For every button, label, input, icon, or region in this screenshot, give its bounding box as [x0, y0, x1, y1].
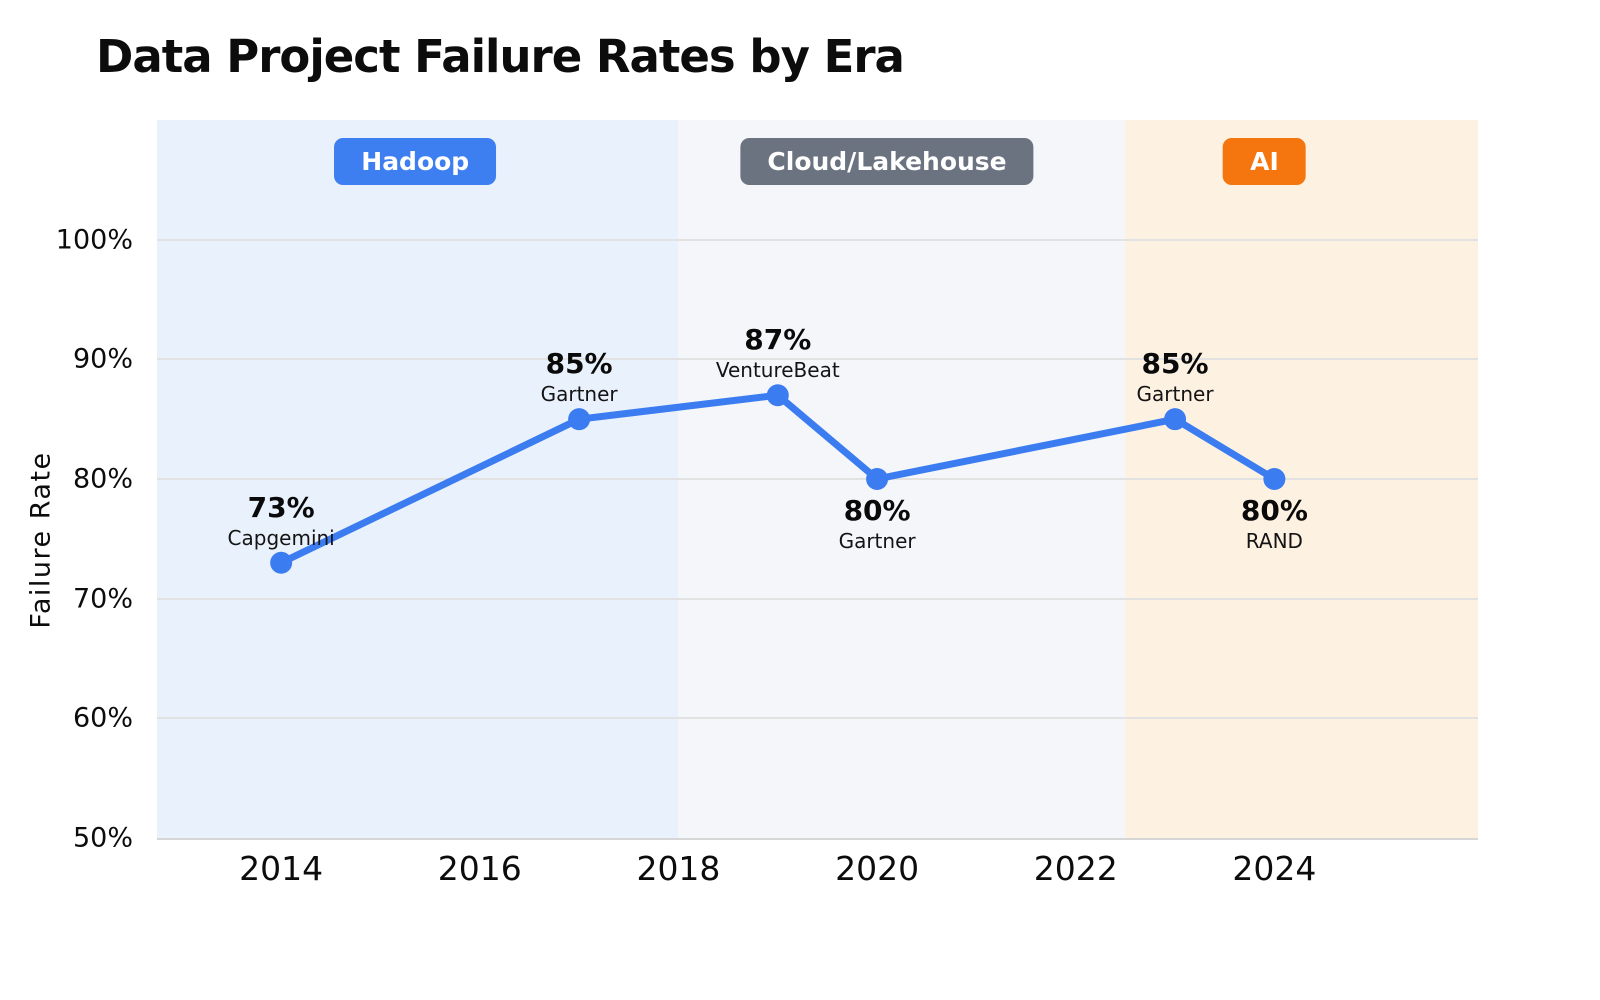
point-annotation-2020: 80% Gartner: [839, 494, 916, 555]
trend-line-svg: [270, 384, 1286, 574]
data-point-2017: [568, 408, 591, 431]
y-tick-label-100: 100%: [55, 224, 133, 256]
point-source-label: Gartner: [540, 382, 618, 407]
x-tick-label-2016: 2016: [437, 849, 522, 888]
point-value-label: 80%: [1240, 494, 1308, 527]
x-tick-label-2020: 2020: [835, 849, 920, 888]
era-badge-hadoop: Hadoop: [334, 138, 497, 185]
y-tick-label-60: 60%: [72, 702, 133, 734]
point-value-label: 85%: [1141, 347, 1209, 381]
data-point-2023: [1164, 408, 1187, 431]
point-value-label: 73%: [247, 490, 315, 524]
gridline-60: [157, 717, 1478, 720]
gridline-80: [157, 478, 1478, 480]
x-tick-label-2022: 2022: [1033, 849, 1118, 888]
point-source-label: VentureBeat: [715, 358, 840, 383]
era-badge-cloud-lakehouse: Cloud/Lakehouse: [740, 138, 1034, 185]
point-source-label: Capgemini: [227, 525, 335, 550]
y-tick-label-90: 90%: [72, 343, 133, 375]
point-value-label: 85%: [545, 347, 613, 381]
plot-area: Hadoop Cloud/Lakehouse AI 73% Capgemini 85% Ga…: [157, 120, 1478, 840]
x-tick-label-2014: 2014: [239, 849, 324, 888]
point-value-label: 87%: [744, 323, 812, 357]
era-badge-ai: AI: [1223, 138, 1306, 185]
y-tick-label-80: 80%: [72, 463, 133, 495]
data-point-2019: [766, 384, 789, 407]
gridline-100: [157, 238, 1478, 241]
data-point-2020: [866, 468, 889, 490]
x-axis-tick-labels: 2014 2016 2018 2020 2022 2024: [157, 849, 1478, 899]
data-point-2024: [1263, 468, 1286, 490]
point-annotation-2017: 85% Gartner: [541, 347, 618, 408]
point-source-label: RAND: [1245, 529, 1303, 553]
point-annotation-2019: 87% VentureBeat: [716, 323, 840, 384]
gridline-70: [157, 597, 1478, 600]
point-source-label: Gartner: [838, 529, 916, 553]
failure-rate-line: [277, 391, 1278, 567]
chart-title: Data Project Failure Rates by Era: [96, 30, 905, 83]
x-tick-label-2018: 2018: [636, 849, 721, 888]
point-value-label: 80%: [843, 494, 911, 527]
gridline-90: [157, 358, 1478, 361]
x-tick-label-2024: 2024: [1232, 849, 1317, 888]
data-point-2014: [270, 551, 293, 574]
y-tick-label-70: 70%: [72, 583, 133, 615]
point-source-label: Gartner: [1136, 382, 1214, 407]
y-tick-label-50: 50%: [72, 822, 133, 854]
point-annotation-2014: 73% Capgemini: [228, 491, 335, 552]
y-axis-tick-labels: 100% 90% 80% 70% 60% 50%: [0, 120, 147, 853]
point-annotation-2023: 85% Gartner: [1137, 347, 1214, 408]
point-annotation-2024: 80% RAND: [1241, 494, 1308, 555]
